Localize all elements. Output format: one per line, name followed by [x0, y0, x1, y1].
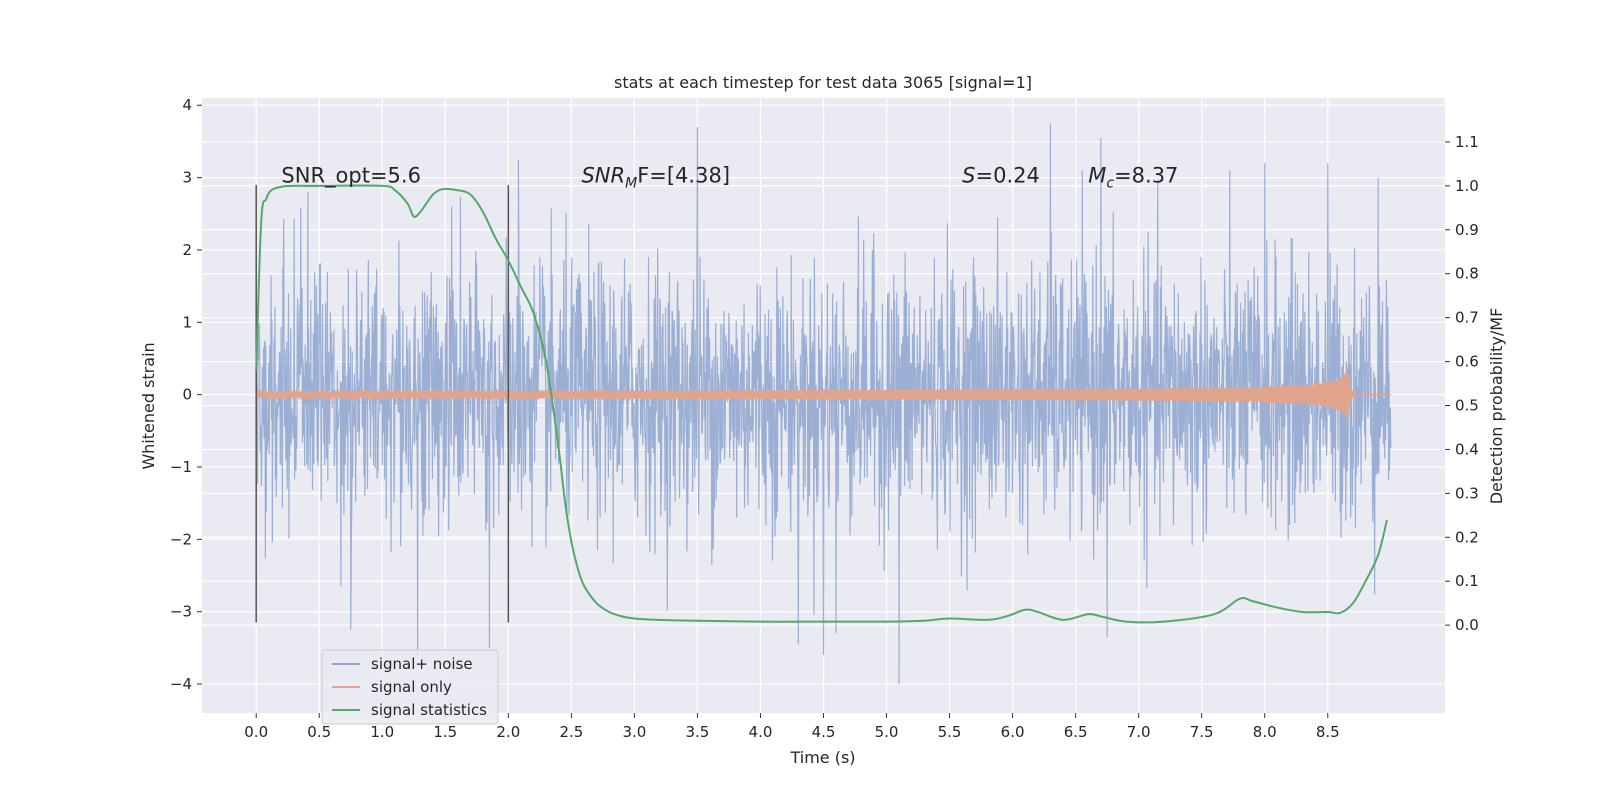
right-y-tick-label: 0.5	[1455, 397, 1479, 415]
x-tick-label: 3.0	[622, 723, 646, 741]
left-y-tick-label: 2	[182, 241, 192, 259]
signal-plus-noise-line	[255, 123, 1392, 685]
x-tick-label: 5.0	[875, 723, 899, 741]
series-signal-plus-noise	[255, 123, 1392, 685]
right-y-axis-ticks: 0.0 0.1 0.2 0.3 0.4 0.5 0.6 0.7 0.8 0.9 1.0 1.1	[1445, 133, 1479, 634]
left-y-tick-label: 1	[182, 313, 192, 331]
chart-title: stats at each timestep for test data 306…	[614, 73, 1032, 92]
series-signal-only	[255, 367, 1391, 420]
legend-label-signal-plus-noise: signal+ noise	[371, 655, 473, 673]
annotations: SNR_opt=5.6 SNRMF=[4.38] S=0.24 Mc=8.37	[281, 164, 1178, 192]
x-tick-label: 1.0	[370, 723, 394, 741]
right-y-tick-label: 0.4	[1455, 440, 1479, 458]
legend-box	[321, 649, 499, 725]
annotation-text: SNRMF=[4.38]	[581, 164, 730, 192]
x-tick-label: 0.0	[244, 723, 268, 741]
legend: signal+ noise signal only signal statist…	[321, 649, 499, 725]
signal-statistics-line	[255, 184, 1388, 624]
right-y-tick-label: 1.0	[1455, 177, 1479, 195]
legend-label-signal-statistics: signal statistics	[371, 701, 487, 719]
right-y-tick-label: 0.7	[1455, 309, 1479, 327]
left-y-tick-label: −1	[170, 458, 192, 476]
x-tick-label: 6.5	[1064, 723, 1088, 741]
annotation-text: SNR_opt=5.6	[281, 164, 421, 189]
left-y-tick-label: −2	[170, 530, 192, 548]
x-tick-label: 3.5	[686, 723, 710, 741]
x-tick-label: 4.0	[749, 723, 773, 741]
right-y-tick-label: 0.9	[1455, 221, 1479, 239]
x-tick-label: 6.0	[1001, 723, 1025, 741]
x-tick-label: 7.0	[1127, 723, 1151, 741]
x-tick-label: 0.5	[307, 723, 331, 741]
x-tick-label: 4.5	[812, 723, 836, 741]
signal-only-line	[255, 367, 1391, 420]
left-y-axis-label: Whitened strain	[139, 342, 158, 469]
left-y-tick-label: 3	[182, 169, 192, 187]
annotation-text: S=0.24	[962, 164, 1040, 188]
series-signal-statistics	[255, 184, 1388, 624]
x-tick-label: 8.0	[1253, 723, 1277, 741]
x-tick-label: 7.5	[1190, 723, 1214, 741]
x-axis-ticks: 0.0 0.5 1.0 1.5 2.0 2.5 3.0 3.5 4.0 4.5 5.0 5.5 6.0 6…	[244, 713, 1340, 741]
left-y-tick-label: 0	[182, 386, 192, 404]
right-y-tick-label: 0.6	[1455, 353, 1479, 371]
x-tick-label: 5.5	[938, 723, 962, 741]
left-y-tick-label: −3	[170, 603, 192, 621]
left-y-tick-label: 4	[182, 96, 192, 114]
legend-label-signal-only: signal only	[371, 678, 452, 696]
right-y-axis-label: Detection probability/MF	[1487, 308, 1506, 505]
right-y-tick-label: 0.8	[1455, 265, 1479, 283]
x-axis-label: Time (s)	[789, 748, 855, 767]
right-y-tick-label: 1.1	[1455, 133, 1479, 151]
left-y-axis-ticks: −4 −3 −2 −1 0 1 2 3 4	[170, 96, 202, 693]
vertical-markers	[255, 184, 510, 623]
right-y-tick-label: 0.0	[1455, 616, 1479, 634]
right-y-tick-label: 0.2	[1455, 528, 1479, 546]
x-tick-label: 8.5	[1316, 723, 1340, 741]
x-tick-label: 1.5	[433, 723, 457, 741]
x-tick-label: 2.0	[496, 723, 520, 741]
right-y-tick-label: 0.1	[1455, 572, 1479, 590]
annotation-text: Mc=8.37	[1088, 164, 1178, 192]
left-y-tick-label: −4	[170, 675, 192, 693]
right-y-tick-label: 0.3	[1455, 484, 1479, 502]
x-tick-label: 2.5	[559, 723, 583, 741]
